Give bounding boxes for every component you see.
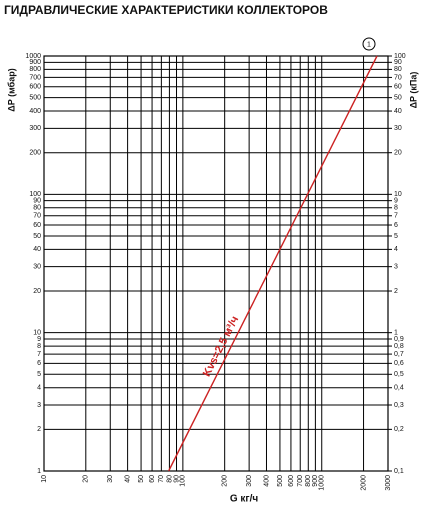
x-tick-label: 300 [246,475,253,487]
x-tick-label: 200 [222,475,229,487]
y2-tick-label: 80 [394,66,402,73]
y2-tick-label: 40 [394,108,402,115]
x-tick-label: 50 [138,475,145,483]
y2-tick-label: 0,7 [394,351,404,358]
y-tick-label: 9 [37,336,41,343]
x-tick-label: 80 [166,475,173,483]
y-tick-label: 20 [33,288,41,295]
y2-tick-label: 6 [394,222,398,229]
x-axis-label: G кг/ч [230,494,259,505]
y2-tick-label: 100 [394,53,406,60]
y2-tick-label: 0,3 [394,402,404,409]
y-tick-label: 600 [29,84,41,91]
y-tick-label: 2 [37,426,41,433]
x-tick-label: 40 [124,475,131,483]
x-tick-label: 400 [263,475,270,487]
y2-tick-label: 0,4 [394,385,404,392]
y-tick-label: 300 [29,125,41,132]
x-tick-label: 90 [173,475,180,483]
x-tick-label: 2000 [360,475,367,491]
x-tick-label: 800 [305,475,312,487]
y2-tick-label: 3 [394,264,398,271]
y2-tick-label: 0,6 [394,360,404,367]
y2-tick-label: 60 [394,84,402,91]
y-tick-label: 700 [29,74,41,81]
curve-id-circle [362,37,376,51]
y2-tick-label: 7 [394,213,398,220]
x-tick-label: 30 [107,475,114,483]
y-tick-label: 200 [29,150,41,157]
y-tick-label: 3 [37,402,41,409]
plot-frame [43,55,389,472]
y2-tick-label: 8 [394,205,398,212]
y2-tick-label: 2 [394,288,398,295]
y2-tick-label: 5 [394,233,398,240]
y-tick-label: 900 [29,59,41,66]
y-tick-label: 60 [33,222,41,229]
y-tick-label: 5 [37,371,41,378]
y-tick-label: 8 [37,343,41,350]
y-tick-label: 40 [33,246,41,253]
y-tick-label: 800 [29,66,41,73]
y-tick-label: 80 [33,205,41,212]
x-tick-label: 20 [83,475,90,483]
y-tick-label: 70 [33,213,41,220]
x-tick-label: 70 [158,475,165,483]
y2-tick-label: 9 [394,198,398,205]
x-tick-label: 3000 [385,475,392,491]
x-tick-label: 700 [297,475,304,487]
y2-tick-label: 10 [394,191,402,198]
chart-title: ГИДРАВЛИЧЕСКИЕ ХАРАКТЕРИСТИКИ КОЛЛЕКТОРО… [4,3,328,17]
x-tick-label: 100 [180,475,187,487]
y2-tick-label: 90 [394,59,402,66]
curve [168,55,378,472]
y-tick-label: 6 [37,360,41,367]
y2-tick-label: 0,8 [394,343,404,350]
y2-tick-label: 0,5 [394,371,404,378]
y-tick-label: 1000 [25,53,41,60]
y-tick-label: 7 [37,351,41,358]
y2-tick-label: 70 [394,74,402,81]
y-axis-label: ΔP (мбар) [6,68,16,111]
y-tick-label: 30 [33,264,41,271]
y2-tick-label: 1 [394,330,398,337]
y-tick-label: 500 [29,94,41,101]
y-tick-label: 10 [33,330,41,337]
x-tick-label: 900 [312,475,319,487]
y2-axis-label: ΔP (кПа) [408,72,418,109]
y-tick-label: 1 [37,468,41,475]
x-tick-label: 60 [149,475,156,483]
y2-tick-label: 0,1 [394,468,404,475]
y-tick-label: 100 [29,191,41,198]
x-tick-label: 600 [288,475,295,487]
y2-tick-label: 4 [394,246,398,253]
x-tick-label: 10 [41,475,48,483]
y2-tick-label: 20 [394,150,402,157]
y2-tick-label: 0,9 [394,336,404,343]
y2-tick-label: 0,2 [394,426,404,433]
x-tick-label: 500 [277,475,284,487]
x-tick-label: 1000 [319,475,326,491]
y-tick-label: 50 [33,233,41,240]
y2-tick-label: 30 [394,125,402,132]
y-tick-label: 4 [37,385,41,392]
y2-tick-label: 50 [394,94,402,101]
y-tick-label: 90 [33,198,41,205]
curve-id: 1 [367,41,371,48]
y-tick-label: 400 [29,108,41,115]
